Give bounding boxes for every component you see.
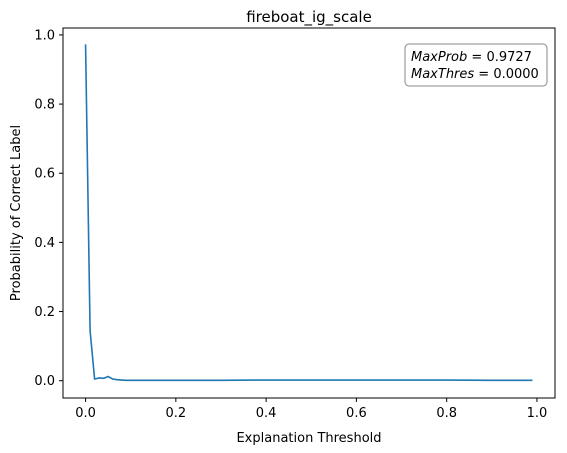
y-axis: 0.0 0.2 0.4 0.6 0.8 1.0 <box>34 28 63 389</box>
svg-text:MaxProb = 0.9727: MaxProb = 0.9727 <box>411 50 532 65</box>
x-tick-label: 0.6 <box>346 406 367 421</box>
x-axis-label: Explanation Threshold <box>236 431 381 446</box>
annotation-maxprob-value: 0.9727 <box>486 50 532 65</box>
y-tick-label: 0.4 <box>34 236 55 251</box>
x-tick-label: 0.4 <box>256 406 277 421</box>
annotation-box: MaxProb = 0.9727 MaxThres = 0.0000 <box>404 43 548 87</box>
annotation-maxthres-label: MaxThres <box>411 67 474 82</box>
y-axis-label: Probability of Correct Label <box>9 125 24 301</box>
x-tick-label: 0.0 <box>75 406 96 421</box>
annotation-maxprob-label: MaxProb <box>411 50 467 65</box>
svg-text:MaxThres = 0.0000: MaxThres = 0.0000 <box>411 67 539 82</box>
chart-title: fireboat_ig_scale <box>246 8 372 27</box>
annotation-maxthres-value: 0.0000 <box>493 67 539 82</box>
y-tick-label: 0.8 <box>34 98 55 113</box>
y-tick-label: 1.0 <box>34 28 55 43</box>
y-tick-label: 0.0 <box>34 374 55 389</box>
x-tick-label: 0.2 <box>166 406 187 421</box>
x-tick-label: 0.8 <box>436 406 457 421</box>
y-tick-label: 0.2 <box>34 305 55 320</box>
plot-frame <box>62 27 556 399</box>
x-tick-label: 1.0 <box>527 406 548 421</box>
x-axis: 0.0 0.2 0.4 0.6 0.8 1.0 <box>75 398 547 421</box>
series-line <box>84 44 533 382</box>
y-tick-label: 0.6 <box>34 167 55 182</box>
